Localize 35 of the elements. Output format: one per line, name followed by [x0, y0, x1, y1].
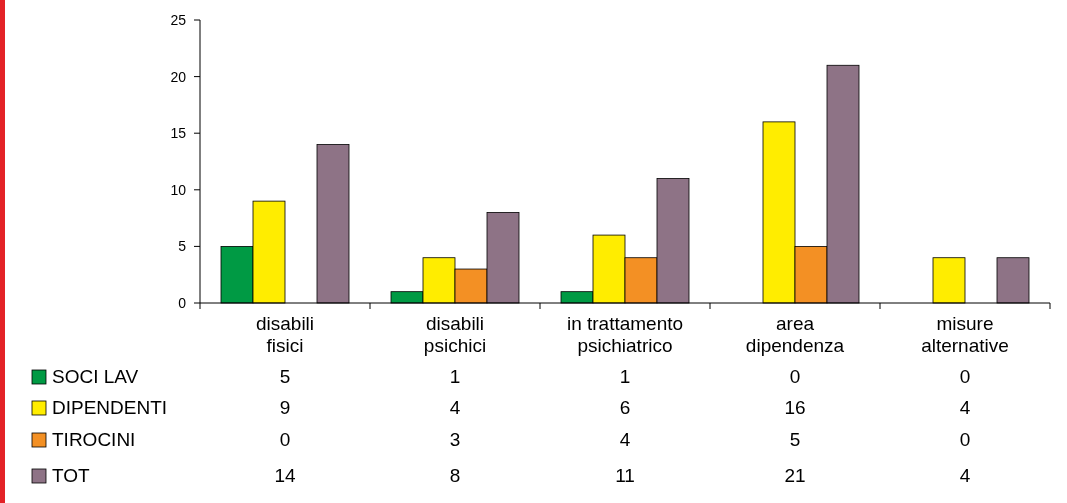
x-tick-label: disabili psichici — [423, 313, 487, 356]
y-tick-label: 15 — [170, 125, 187, 142]
legend-label: TIROCINI — [52, 429, 136, 450]
data-label: 1 — [619, 366, 631, 387]
data-label: 4 — [959, 465, 971, 486]
data-label: 6 — [619, 397, 631, 418]
data-label: 0 — [789, 366, 801, 387]
data-label: 4 — [959, 397, 971, 418]
y-tick-label: 0 — [178, 294, 187, 311]
data-label: 16 — [784, 397, 806, 418]
data-label: 21 — [784, 465, 806, 486]
x-tick-label: in trattamento psichiatrico — [566, 313, 684, 356]
y-tick-label: 20 — [170, 68, 187, 85]
legend-label: SOCI LAV — [52, 366, 139, 387]
data-label: 4 — [449, 397, 461, 418]
data-label: 0 — [959, 429, 971, 450]
data-label: 5 — [789, 429, 801, 450]
legend-label: TOT — [52, 465, 91, 486]
y-tick-label: 10 — [170, 181, 187, 198]
legend-label: DIPENDENTI — [52, 397, 168, 418]
x-tick-label: disabili fisici — [255, 313, 315, 356]
data-label: 11 — [615, 465, 635, 486]
data-label: 5 — [279, 366, 291, 387]
y-tick-label: 25 — [170, 11, 187, 28]
data-label: 0 — [279, 429, 291, 450]
data-label: 9 — [279, 397, 291, 418]
x-tick-label: area dipendenza — [745, 313, 845, 356]
data-label: 1 — [449, 366, 461, 387]
data-label: 3 — [449, 429, 461, 450]
data-label: 14 — [274, 465, 296, 486]
data-label: 0 — [959, 366, 971, 387]
y-tick-label: 5 — [178, 238, 187, 255]
data-label: 4 — [619, 429, 631, 450]
x-tick-label: misure alternative — [921, 313, 1009, 356]
data-label: 8 — [449, 465, 461, 486]
